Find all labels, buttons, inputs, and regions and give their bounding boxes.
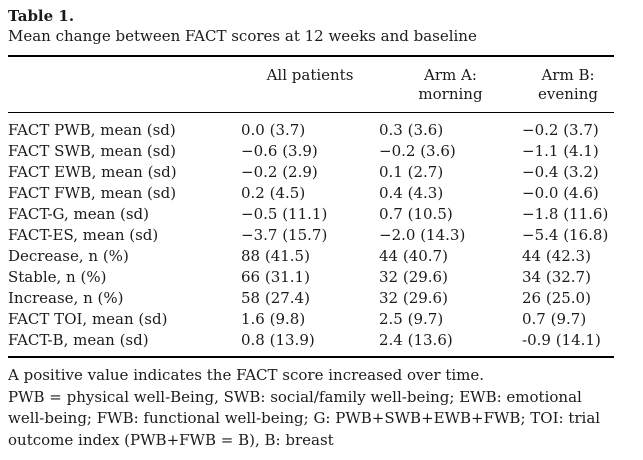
cell-arm-b: 44 (42.3) bbox=[522, 247, 591, 265]
table-label: Table 1. bbox=[8, 7, 75, 25]
cell-arm-a: 32 (29.6) bbox=[379, 268, 448, 286]
column-header-line: All patients bbox=[266, 66, 354, 84]
cell-all-patients: −0.5 (11.1) bbox=[241, 205, 328, 223]
row-label: FACT FWB, mean (sd) bbox=[8, 184, 177, 202]
row-label: FACT EWB, mean (sd) bbox=[8, 163, 177, 181]
cell-all-patients: −3.7 (15.7) bbox=[241, 226, 328, 244]
cell-arm-a: −0.2 (3.6) bbox=[379, 142, 456, 160]
footnote: A positive value indicates the FACT scor… bbox=[8, 366, 485, 384]
table-row: FACT-ES, mean (sd) −3.7 (15.7) −2.0 (14.3)… bbox=[8, 225, 614, 246]
cell-arm-b: −5.4 (16.8) bbox=[522, 226, 609, 244]
table-row: FACT PWB, mean (sd) 0.0 (3.7) 0.3 (3.6) −0.… bbox=[8, 113, 614, 142]
header-row: All patients Arm A: morning Arm B: eveni… bbox=[8, 56, 614, 113]
table-row: FACT-B, mean (sd) 0.8 (13.9) 2.4 (13.6) -0.… bbox=[8, 330, 614, 358]
column-header-arm-b: Arm B: evening bbox=[522, 56, 614, 113]
cell-arm-b: −1.8 (11.6) bbox=[522, 205, 609, 223]
table-row: FACT-G, mean (sd) −0.5 (11.1) 0.7 (10.5) −1… bbox=[8, 204, 614, 225]
cell-all-patients: 58 (27.4) bbox=[241, 289, 310, 307]
table-body: FACT PWB, mean (sd) 0.0 (3.7) 0.3 (3.6) −0.… bbox=[8, 113, 614, 358]
table-row: Increase, n (%) 58 (27.4) 32 (29.6) 26 (25.… bbox=[8, 288, 614, 309]
footnote: PWB = physical well-Being, SWB: social/f… bbox=[8, 387, 601, 449]
cell-arm-b: 0.7 (9.7) bbox=[522, 310, 587, 328]
row-label: Increase, n (%) bbox=[8, 289, 124, 307]
column-header-line: Arm A: bbox=[424, 66, 477, 84]
table-row: Stable, n (%) 66 (31.1) 32 (29.6) 34 (32.7) bbox=[8, 267, 614, 288]
table-row: Decrease, n (%) 88 (41.5) 44 (40.7) 44 (42.… bbox=[8, 246, 614, 267]
row-label: FACT-ES, mean (sd) bbox=[8, 226, 159, 244]
cell-arm-b: −0.4 (3.2) bbox=[522, 163, 599, 181]
column-header-line bbox=[8, 85, 241, 104]
table-header: All patients Arm A: morning Arm B: eveni… bbox=[8, 56, 614, 113]
row-label: Decrease, n (%) bbox=[8, 247, 129, 265]
cell-arm-a: 2.5 (9.7) bbox=[379, 310, 444, 328]
cell-arm-b: -0.9 (14.1) bbox=[522, 330, 614, 358]
table-caption: Mean change between FACT scores at 12 we… bbox=[8, 27, 477, 45]
row-label: FACT-B, mean (sd) bbox=[8, 330, 241, 358]
fact-scores-table: All patients Arm A: morning Arm B: eveni… bbox=[8, 55, 614, 358]
cell-all-patients: 0.8 (13.9) bbox=[241, 330, 379, 358]
column-header-arm-a: Arm A: morning bbox=[379, 56, 522, 113]
cell-all-patients: 0.2 (4.5) bbox=[241, 184, 306, 202]
cell-arm-a: 0.4 (4.3) bbox=[379, 184, 444, 202]
cell-all-patients: 88 (41.5) bbox=[241, 247, 310, 265]
cell-all-patients: 1.6 (9.8) bbox=[241, 310, 306, 328]
cell-arm-b: −1.1 (4.1) bbox=[522, 142, 599, 160]
row-label: FACT TOI, mean (sd) bbox=[8, 310, 168, 328]
row-label: Stable, n (%) bbox=[8, 268, 107, 286]
table-footnotes: A positive value indicates the FACT scor… bbox=[8, 365, 614, 451]
column-header-row-labels bbox=[8, 56, 241, 113]
table-row: FACT FWB, mean (sd) 0.2 (4.5) 0.4 (4.3) −0.… bbox=[8, 183, 614, 204]
row-label: FACT-G, mean (sd) bbox=[8, 205, 150, 223]
column-header-line bbox=[241, 85, 379, 104]
table-row: FACT TOI, mean (sd) 1.6 (9.8) 2.5 (9.7) 0.7… bbox=[8, 309, 614, 330]
cell-arm-a: 44 (40.7) bbox=[379, 247, 448, 265]
cell-arm-a: 0.7 (10.5) bbox=[379, 205, 453, 223]
cell-arm-a: 32 (29.6) bbox=[379, 289, 448, 307]
cell-all-patients: 66 (31.1) bbox=[241, 268, 310, 286]
cell-arm-a: 0.3 (3.6) bbox=[379, 121, 444, 139]
row-label: FACT PWB, mean (sd) bbox=[8, 121, 176, 139]
cell-arm-b: 26 (25.0) bbox=[522, 289, 591, 307]
cell-arm-b: 34 (32.7) bbox=[522, 268, 591, 286]
cell-all-patients: −0.6 (3.9) bbox=[241, 142, 318, 160]
row-label: FACT SWB, mean (sd) bbox=[8, 142, 176, 160]
cell-arm-b: −0.2 (3.7) bbox=[522, 121, 599, 139]
table-row: FACT SWB, mean (sd) −0.6 (3.9) −0.2 (3.6) −… bbox=[8, 141, 614, 162]
cell-all-patients: −0.2 (2.9) bbox=[241, 163, 318, 181]
cell-arm-a: 0.1 (2.7) bbox=[379, 163, 444, 181]
column-header-line bbox=[8, 66, 241, 85]
column-header-line: morning bbox=[418, 85, 483, 103]
cell-arm-a: 2.4 (13.6) bbox=[379, 330, 522, 358]
cell-arm-b: −0.0 (4.6) bbox=[522, 184, 599, 202]
cell-all-patients: 0.0 (3.7) bbox=[241, 121, 306, 139]
column-header-line: Arm B: bbox=[541, 66, 595, 84]
column-header-all-patients: All patients bbox=[241, 56, 379, 113]
column-header-line: evening bbox=[538, 85, 598, 103]
table-row: FACT EWB, mean (sd) −0.2 (2.9) 0.1 (2.7) −0… bbox=[8, 162, 614, 183]
cell-arm-a: −2.0 (14.3) bbox=[379, 226, 466, 244]
